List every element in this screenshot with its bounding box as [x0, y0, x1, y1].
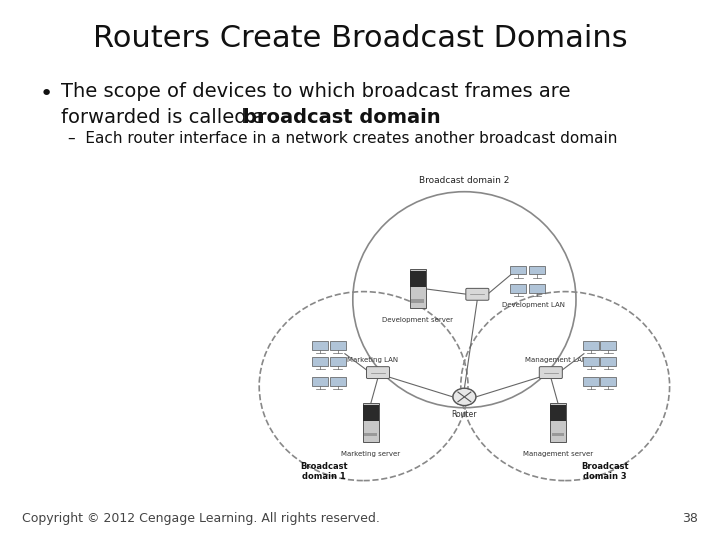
Bar [583, 377, 599, 386]
Bar [364, 433, 377, 436]
Bar [583, 341, 599, 350]
Bar [410, 271, 426, 287]
Text: 38: 38 [683, 512, 698, 525]
FancyBboxPatch shape [539, 367, 562, 379]
Text: The scope of devices to which broadcast frames are: The scope of devices to which broadcast … [61, 82, 571, 101]
Bar [550, 403, 566, 442]
Bar [600, 357, 616, 366]
Text: forwarded is called a: forwarded is called a [61, 108, 271, 127]
FancyBboxPatch shape [466, 288, 489, 300]
Text: Management server: Management server [523, 451, 593, 457]
Text: Management LAN: Management LAN [526, 357, 588, 363]
Text: Marketing LAN: Marketing LAN [346, 357, 398, 363]
Bar [312, 377, 328, 386]
Text: –  Each router interface in a network creates another broadcast domain: – Each router interface in a network cre… [68, 131, 618, 146]
FancyBboxPatch shape [366, 367, 390, 379]
Bar [312, 341, 328, 350]
Bar [510, 284, 526, 293]
Bar [363, 404, 379, 421]
Bar [330, 377, 346, 386]
Bar [330, 357, 346, 366]
Bar [363, 403, 379, 442]
Bar [529, 266, 545, 274]
Bar [330, 341, 346, 350]
Text: Marketing server: Marketing server [341, 451, 400, 457]
Bar [510, 266, 526, 274]
Text: Router: Router [451, 410, 477, 420]
Circle shape [453, 388, 476, 406]
Text: Broadcast domain 2: Broadcast domain 2 [419, 176, 510, 185]
Bar [550, 404, 566, 421]
Bar [411, 299, 424, 302]
Text: Routers Create Broadcast Domains: Routers Create Broadcast Domains [93, 24, 627, 53]
Bar [312, 357, 328, 366]
Text: Copyright © 2012 Cengage Learning. All rights reserved.: Copyright © 2012 Cengage Learning. All r… [22, 512, 379, 525]
Bar [600, 341, 616, 350]
Text: •: • [40, 84, 53, 104]
Text: Broadcast
domain 1: Broadcast domain 1 [300, 462, 348, 481]
Bar [552, 433, 564, 436]
Bar [600, 377, 616, 386]
Bar [410, 269, 426, 308]
Bar [583, 357, 599, 366]
Text: Broadcast
domain 3: Broadcast domain 3 [581, 462, 629, 481]
Text: Development LAN: Development LAN [502, 302, 565, 308]
Bar [529, 284, 545, 293]
Text: Development server: Development server [382, 317, 453, 323]
Text: broadcast domain: broadcast domain [243, 108, 441, 127]
